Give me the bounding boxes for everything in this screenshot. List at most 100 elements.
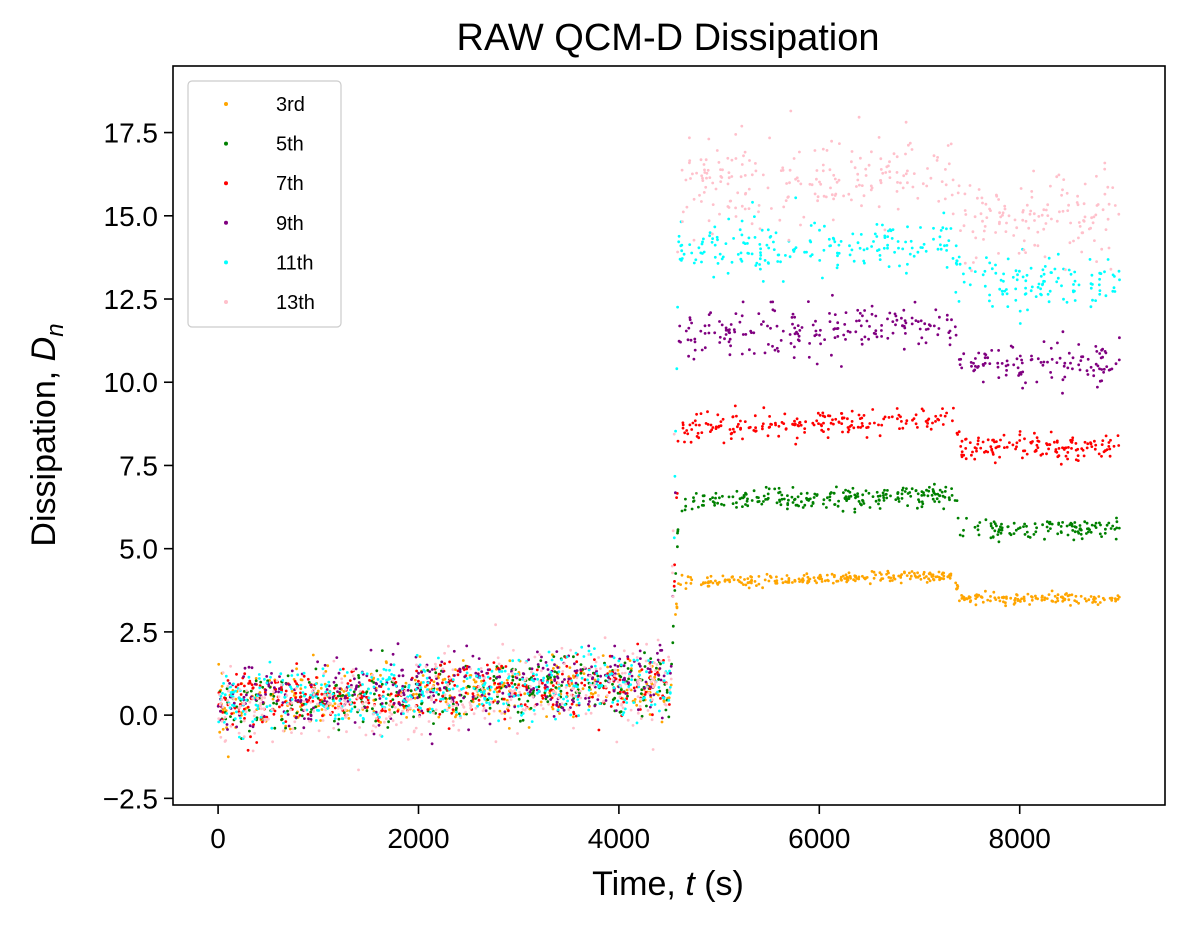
data-point [623, 661, 627, 665]
data-point [640, 668, 644, 671]
data-point [471, 692, 475, 696]
data-point [1111, 524, 1115, 528]
data-point [566, 699, 569, 703]
data-point [1042, 227, 1046, 231]
data-point [244, 710, 248, 714]
data-point [265, 705, 269, 709]
data-point [362, 717, 365, 721]
data-point [1055, 361, 1059, 364]
data-point [622, 664, 626, 668]
data-point [1002, 279, 1005, 283]
data-point [380, 705, 384, 708]
data-point [907, 143, 910, 147]
data-point [1071, 529, 1075, 532]
data-point [303, 717, 306, 720]
data-point [1034, 448, 1038, 452]
data-point [711, 237, 714, 241]
data-point [821, 411, 825, 415]
data-point [789, 109, 793, 113]
data-point [492, 690, 496, 694]
data-point [865, 436, 869, 439]
data-point [443, 677, 447, 681]
data-point [511, 678, 515, 682]
data-point [1027, 226, 1031, 230]
data-point [978, 521, 982, 524]
data-point [767, 246, 771, 250]
data-point [334, 696, 338, 700]
data-point [308, 719, 311, 723]
data-point [447, 687, 451, 691]
data-point [796, 424, 800, 427]
data-point [860, 342, 864, 346]
data-point [706, 168, 710, 172]
data-point [701, 240, 704, 244]
data-point [1050, 589, 1054, 593]
data-point [995, 524, 998, 528]
data-point [546, 677, 550, 681]
data-point [613, 663, 617, 667]
data-point [754, 426, 757, 430]
data-point [1041, 268, 1045, 272]
data-point [338, 692, 342, 696]
data-point [733, 330, 737, 334]
data-point [340, 681, 344, 685]
data-point [320, 708, 324, 711]
data-point [830, 572, 834, 576]
data-point [434, 665, 438, 669]
data-point [617, 672, 620, 676]
data-point [820, 428, 824, 432]
data-point [721, 494, 724, 498]
data-point [989, 599, 992, 603]
data-point [778, 218, 782, 222]
data-point [834, 417, 838, 421]
data-point [614, 709, 618, 712]
data-point [812, 423, 816, 427]
data-point [1012, 234, 1016, 237]
data-point [333, 706, 337, 710]
data-point [777, 434, 781, 438]
data-point [845, 577, 849, 581]
data-point [836, 321, 840, 325]
data-point [1073, 289, 1076, 293]
data-point [636, 681, 640, 684]
data-point [574, 681, 578, 685]
data-point [639, 657, 642, 660]
data-point [981, 201, 984, 205]
data-point [349, 710, 353, 713]
data-point [481, 674, 485, 677]
data-point [407, 704, 411, 707]
data-point [560, 646, 564, 650]
data-point [940, 180, 944, 184]
data-point [444, 681, 448, 684]
data-point [587, 708, 591, 712]
data-point [447, 706, 451, 709]
data-point [867, 163, 871, 167]
data-point [500, 670, 504, 673]
data-point [852, 259, 856, 263]
data-point [892, 574, 895, 577]
data-point [1108, 368, 1112, 371]
data-point [618, 678, 622, 682]
data-point [545, 685, 549, 689]
data-point [1029, 441, 1033, 444]
data-point [1111, 289, 1115, 293]
data-point [660, 720, 664, 724]
data-point [444, 696, 447, 700]
data-point [700, 431, 704, 434]
data-point [1077, 531, 1081, 535]
data-point [708, 234, 711, 238]
data-point [794, 196, 798, 200]
data-point [941, 494, 945, 498]
data-point [844, 573, 848, 577]
data-point [681, 426, 685, 430]
data-point [230, 712, 234, 715]
data-point [916, 196, 920, 200]
data-point [953, 325, 957, 329]
data-point [531, 672, 535, 676]
data-point [551, 703, 555, 707]
data-point [856, 495, 860, 498]
data-point [552, 667, 555, 670]
data-point [612, 656, 616, 660]
data-point [692, 197, 696, 201]
data-point [828, 498, 832, 502]
